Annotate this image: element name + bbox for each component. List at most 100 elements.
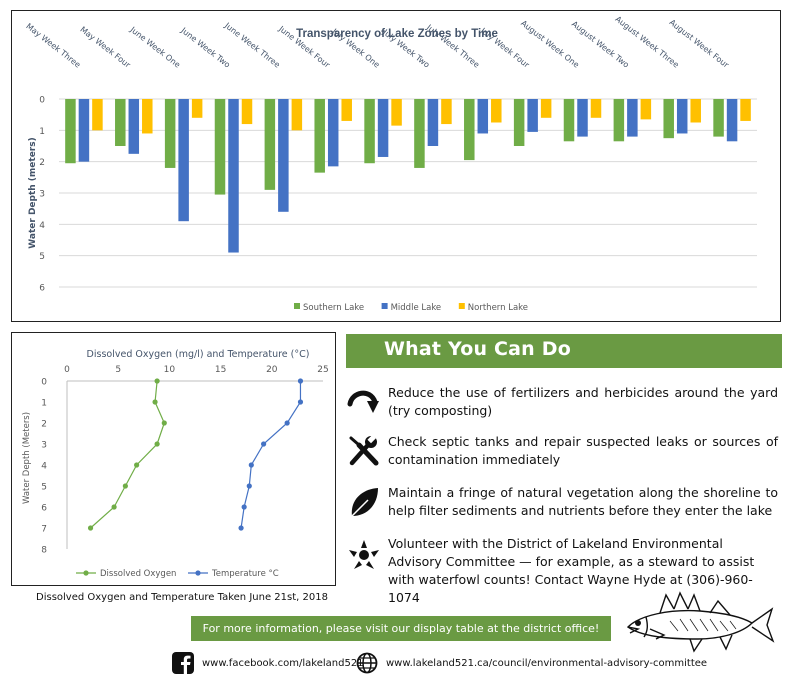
facebook-url: www.facebook.com/lakeland521 (202, 657, 364, 669)
x-tick-label: 15 (215, 365, 226, 375)
bar-southern-lake (414, 99, 425, 168)
transparency-chart-svg: Transparency of Lake Zones by Time 0 1 2 3 4 5… (24, 15, 757, 313)
bar-middle-lake (427, 99, 439, 146)
bar-northern-lake (391, 99, 402, 126)
y-axis-label: Water Depth (meters) (28, 137, 38, 248)
y-tick-label: 1 (41, 399, 47, 409)
bar-northern-lake (540, 99, 552, 118)
bar-southern-lake (364, 99, 375, 164)
x-category-label: July Week Four (478, 26, 531, 70)
bar-southern-lake (115, 99, 126, 146)
volunteer-hands-icon (349, 540, 379, 569)
legend-swatch (381, 303, 388, 309)
bar-northern-lake (740, 99, 751, 121)
y-tick-label: 2 (41, 420, 47, 430)
bar-middle-lake (627, 99, 638, 137)
bar-southern-lake (164, 99, 176, 168)
y-axis-label: Water Depth (Meters) (22, 412, 32, 504)
series-line-temperature (240, 381, 302, 529)
chart-title: Dissolved Oxygen (mg/l) and Temperature … (87, 349, 310, 360)
bar-northern-lake (241, 99, 253, 125)
tip-text: Reduce the use of fertilizers and herbic… (388, 385, 778, 418)
data-point (297, 378, 304, 384)
y-tick-label: 1 (39, 127, 45, 137)
oxygen-temperature-chart: Dissolved Oxygen (mg/l) and Temperature … (11, 332, 336, 586)
y-tick-label: 4 (39, 221, 45, 231)
bar-northern-lake (491, 99, 502, 123)
bar-middle-lake (527, 99, 538, 132)
tip-text: Maintain a fringe of natural vegetation … (388, 485, 778, 518)
chart-caption: Dissolved Oxygen and Temperature Taken J… (36, 592, 328, 603)
legend-marker (195, 570, 201, 576)
what-you-can-do-title: What You Can Do (384, 338, 571, 360)
tip-text: Check septic tanks and repair suspected … (388, 434, 778, 467)
bar-northern-lake (640, 99, 652, 120)
y-tick-label: 5 (41, 483, 47, 493)
data-point (238, 525, 244, 531)
data-point (297, 399, 304, 405)
bar-middle-lake (577, 99, 588, 137)
data-point (87, 525, 94, 531)
x-category-label: May Week Three (24, 22, 82, 70)
globe-icon (356, 652, 378, 674)
tip-reduce-fertilizers: Reduce the use of fertilizers and herbic… (346, 384, 782, 424)
bar-middle-lake (726, 99, 738, 142)
data-point (246, 483, 252, 489)
chart-title: Transparency of Lake Zones by Time (296, 28, 498, 40)
leaf-icon (351, 488, 378, 517)
bar-middle-lake (78, 99, 90, 162)
walleye-fish-icon (626, 591, 775, 653)
more-information-bar: For more information, please visit our d… (191, 616, 611, 641)
bar-southern-lake (563, 99, 575, 142)
x-tick-label: 25 (317, 365, 328, 375)
tip-septic-tanks: Check septic tanks and repair suspected … (346, 433, 782, 473)
bar-southern-lake (663, 99, 674, 139)
wrench-screwdriver-icon (349, 434, 379, 466)
y-tick-label: 3 (39, 190, 45, 200)
legend-label: Dissolved Oxygen (100, 569, 176, 579)
y-tick-label: 6 (39, 284, 45, 294)
data-point (248, 462, 254, 468)
y-tick-label: 7 (41, 525, 47, 535)
x-category-label: June Week Two (179, 25, 232, 69)
transparency-chart: Transparency of Lake Zones by Time 0 1 2 3 4 5… (11, 10, 781, 322)
bar-middle-lake (327, 99, 339, 167)
bar-middle-lake (278, 99, 289, 212)
y-tick-label: 8 (41, 546, 47, 556)
bar-middle-lake (178, 99, 189, 222)
tip-volunteer: Volunteer with the District of Lakeland … (346, 535, 782, 605)
website-url: www.lakeland521.ca/council/environmental… (386, 657, 708, 669)
legend-swatch (458, 303, 465, 309)
data-point (152, 399, 158, 405)
legend-label: Temperature °C (211, 569, 279, 579)
bar-northern-lake (92, 99, 103, 131)
y-tick-label: 4 (41, 462, 47, 472)
bar-southern-lake (314, 99, 325, 173)
legend-label: Northern Lake (468, 303, 528, 313)
bar-middle-lake (228, 99, 239, 253)
data-point (154, 378, 160, 384)
bar-northern-lake (341, 99, 352, 121)
bar-southern-lake (264, 99, 276, 190)
what-you-can-do-banner (346, 334, 782, 368)
y-tick-label: 3 (41, 441, 47, 451)
bar-northern-lake (191, 99, 203, 118)
data-point (111, 504, 117, 510)
data-point (241, 504, 247, 510)
tip-natural-vegetation: Maintain a fringe of natural vegetation … (346, 484, 782, 524)
series-line-dissolved (90, 380, 165, 529)
legend-swatch (294, 303, 300, 309)
bar-middle-lake (477, 99, 489, 134)
x-tick-label: 10 (164, 365, 176, 375)
bar-southern-lake (65, 99, 76, 164)
bar-southern-lake (513, 99, 525, 146)
facebook-icon (172, 652, 194, 674)
curved-arrow-icon (347, 390, 379, 413)
data-point (284, 420, 290, 426)
x-category-label: June Week One (128, 24, 182, 69)
facebook-link[interactable]: www.facebook.com/lakeland521 (172, 652, 364, 674)
website-link[interactable]: www.lakeland521.ca/council/environmental… (356, 652, 707, 674)
x-tick-label: 0 (64, 365, 70, 375)
bar-southern-lake (214, 99, 226, 195)
data-point (134, 462, 140, 468)
